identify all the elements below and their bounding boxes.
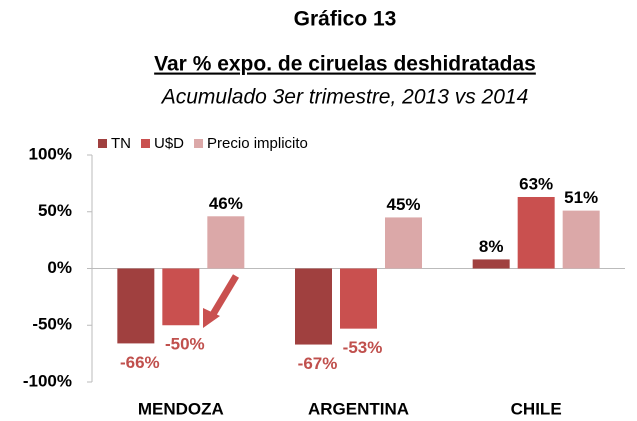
data-label: 46%	[209, 194, 243, 213]
data-label: 45%	[386, 195, 420, 214]
bar	[162, 268, 200, 326]
data-label: 8%	[479, 237, 504, 256]
legend-swatch	[194, 139, 204, 148]
legend-swatch	[98, 139, 107, 148]
bar	[340, 268, 377, 329]
chart-period: Acumulado 3er trimestre, 2013 vs 2014	[160, 86, 529, 109]
bar	[207, 216, 245, 269]
data-label: -67%	[298, 354, 338, 373]
data-label: -53%	[343, 338, 383, 357]
x-tick-label: CHILE	[511, 399, 562, 418]
bar	[517, 196, 555, 269]
legend-label: Precio implicito	[207, 135, 308, 152]
arrow-shaft	[208, 274, 240, 318]
x-tick-label: ARGENTINA	[308, 399, 409, 418]
chart-subtitle: Var % expo. de ciruelas deshidratadas	[154, 53, 536, 76]
y-tick-label: -50%	[32, 315, 72, 334]
bar	[562, 210, 600, 269]
bar	[295, 268, 332, 345]
y-tick-label: 0%	[47, 258, 72, 277]
y-tick-label: 100%	[29, 144, 72, 163]
data-label: -66%	[120, 353, 160, 372]
chart-title: Gráfico 13	[294, 8, 397, 31]
data-label: 51%	[564, 188, 598, 207]
annotation-arrow	[203, 274, 240, 328]
bar	[385, 217, 422, 269]
data-label: 63%	[519, 174, 553, 193]
legend-label: TN	[111, 135, 131, 152]
bar	[117, 268, 155, 344]
x-tick-label: MENDOZA	[138, 399, 224, 418]
y-tick-label: -100%	[23, 371, 72, 390]
legend-swatch	[141, 139, 150, 148]
y-tick-label: 50%	[38, 201, 72, 220]
data-label: -50%	[165, 335, 205, 354]
legend-label: U$D	[154, 135, 184, 152]
arrow-head	[203, 308, 220, 328]
bar	[472, 259, 510, 269]
